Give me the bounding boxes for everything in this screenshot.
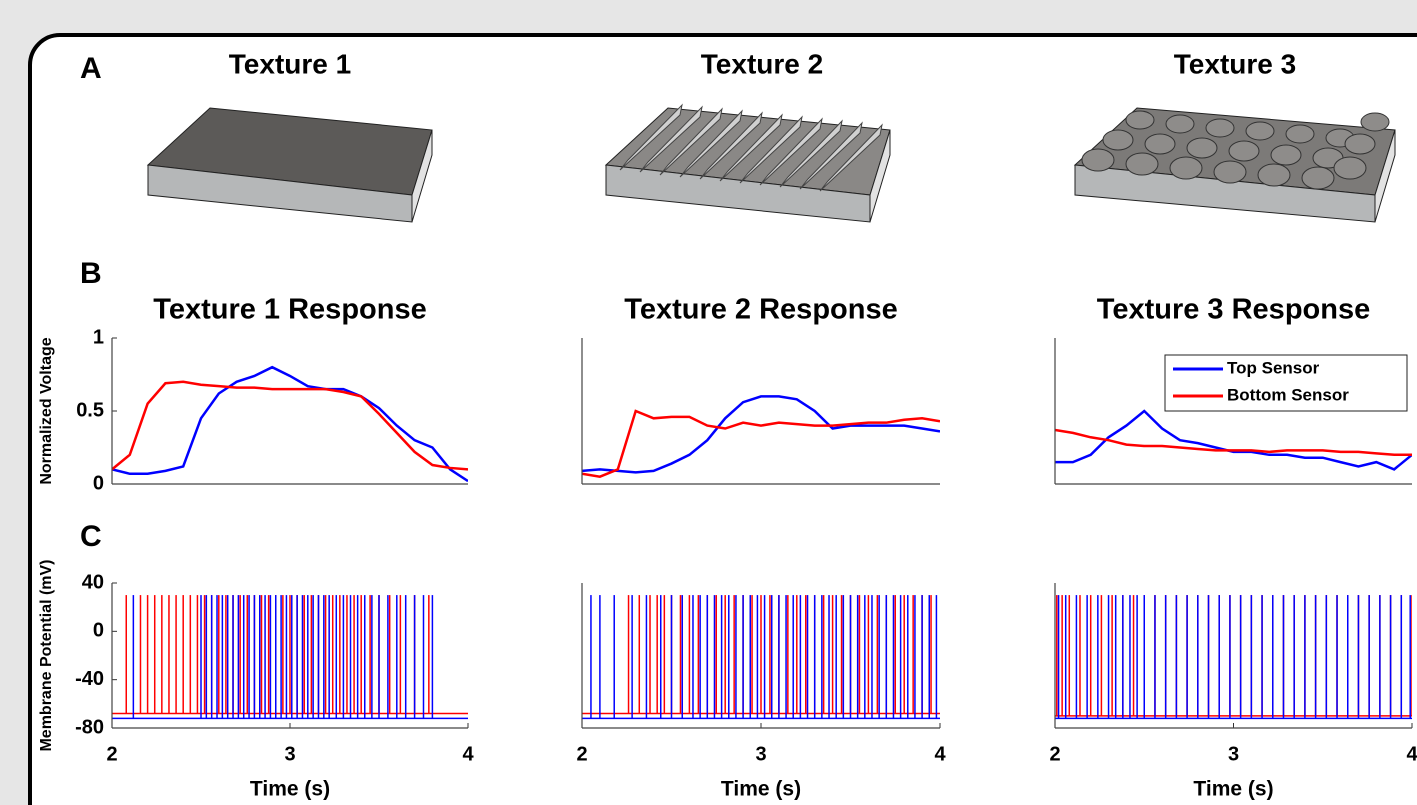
x-tick-label: 4	[462, 743, 474, 765]
y-tick-label: 0	[93, 472, 104, 494]
x-axis-label: Time (s)	[721, 778, 801, 801]
y-tick-label: 1	[93, 326, 104, 348]
y-axis-label: Membrane Potential (mV)	[38, 559, 55, 751]
y-tick-label: 40	[82, 571, 104, 593]
x-tick-label: 4	[934, 743, 946, 765]
x-tick-label: 2	[1049, 743, 1060, 765]
chart-title: Texture 1 Response	[153, 294, 426, 326]
legend-label: Bottom Sensor	[1227, 385, 1349, 404]
texture-title: Texture 3	[1174, 48, 1296, 79]
texture-title: Texture 1	[229, 48, 351, 79]
y-tick-label: -80	[75, 716, 104, 738]
y-axis-label: Normalized Voltage	[38, 337, 55, 484]
x-tick-label: 3	[284, 743, 295, 765]
figure: A B C Texture 1 Texture 2 Texture 3	[0, 0, 1417, 805]
y-tick-label: 0.5	[76, 399, 104, 421]
panel-label: A	[80, 52, 102, 85]
page: A B C Texture 1 Texture 2 Texture 3	[0, 0, 1417, 805]
x-tick-label: 3	[755, 743, 766, 765]
panel-label: B	[80, 257, 102, 290]
y-tick-label: -40	[75, 668, 104, 690]
chart-title: Texture 2 Response	[624, 294, 897, 326]
x-tick-label: 2	[106, 743, 117, 765]
x-tick-label: 4	[1406, 743, 1417, 765]
x-tick-label: 3	[1228, 743, 1239, 765]
x-axis-label: Time (s)	[250, 778, 330, 801]
x-tick-label: 2	[576, 743, 587, 765]
chart-title: Texture 3 Response	[1097, 294, 1370, 326]
panel-label: C	[80, 520, 102, 553]
y-tick-label: 0	[93, 620, 104, 642]
texture-title: Texture 2	[701, 48, 823, 79]
x-axis-label: Time (s)	[1193, 778, 1273, 801]
legend-label: Top Sensor	[1227, 358, 1320, 377]
